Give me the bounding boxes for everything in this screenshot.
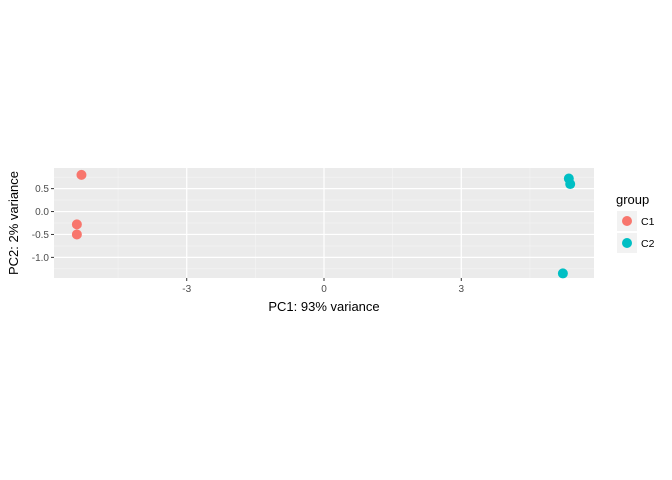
x-tick-label: 0 — [321, 284, 327, 295]
grid-major — [54, 168, 594, 278]
legend-key-c1 — [622, 216, 632, 226]
y-tick-label: -1.0 — [32, 253, 50, 264]
x-tick-label: 3 — [459, 284, 465, 295]
data-points — [71, 169, 576, 279]
legend-items: C1 C2 — [617, 211, 655, 253]
y-tick-label: -0.5 — [32, 230, 50, 241]
legend-label-c1: C1 — [641, 216, 655, 228]
y-tick-label: 0.0 — [35, 207, 49, 218]
x-tick-label: -3 — [182, 284, 191, 295]
legend-title: group — [616, 192, 649, 207]
data-point-c1 — [76, 169, 87, 180]
legend-key-c2 — [622, 238, 632, 248]
data-point-c2 — [557, 268, 568, 279]
legend: group C1 C2 — [616, 192, 655, 253]
y-axis-title: PC2: 2% variance — [6, 171, 21, 275]
x-axis-title: PC1: 93% variance — [268, 299, 379, 314]
x-axis-ticks: -3 0 3 — [182, 278, 465, 295]
y-tick-label: 0.5 — [35, 184, 49, 195]
y-axis-ticks: -1.0 -0.5 0.0 0.5 — [32, 184, 54, 264]
legend-label-c2: C2 — [641, 238, 655, 250]
data-point-c1 — [71, 219, 82, 230]
data-point-c2 — [565, 179, 576, 190]
data-point-c1 — [71, 229, 82, 240]
